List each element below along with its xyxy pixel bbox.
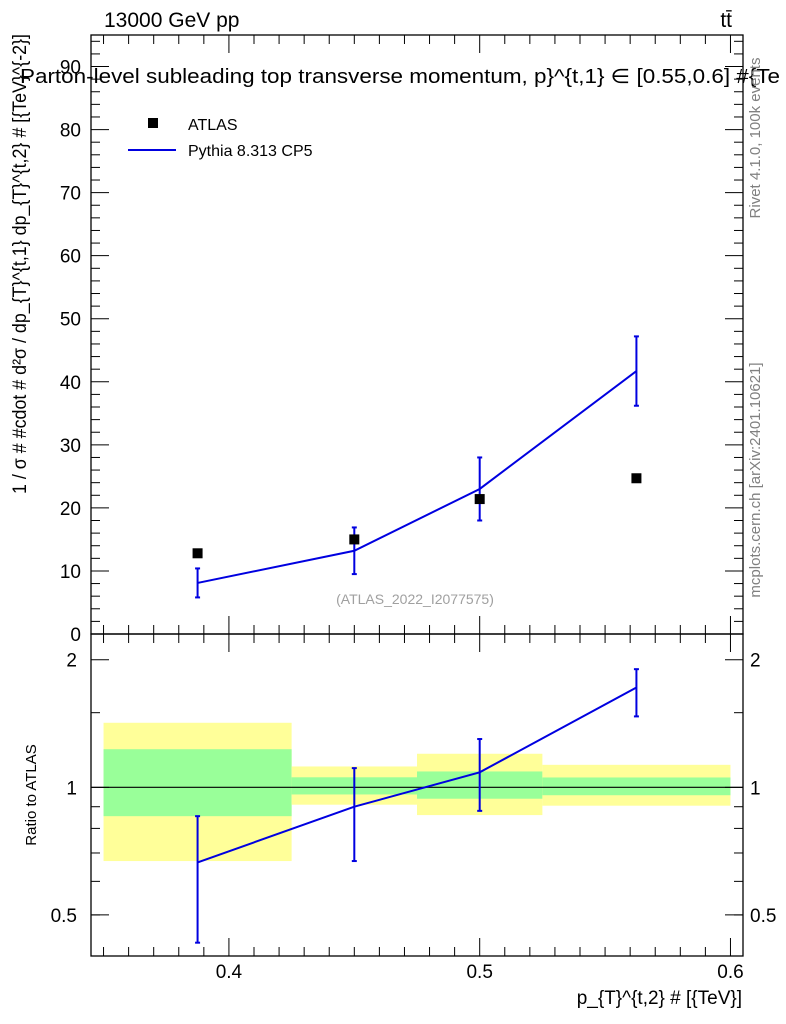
main-y-tick-label-90: 90 [60, 58, 81, 79]
legend: ATLAS Pythia 8.313 CP5 [128, 117, 313, 160]
ratio-panel-frame [90, 633, 744, 957]
x-tick-label-0.5: 0.5 [466, 962, 492, 983]
ratio-y-tick-label-right-0.5: 0.5 [750, 906, 776, 927]
ratio-y-tick-label-right-1: 1 [750, 778, 761, 799]
main-y-axis-title: 1 / σ # #cdot # d²σ / dp_{T}^{t,1} dp_{T… [10, 34, 31, 494]
ratio-y-tick-label-left-0.5: 0.5 [51, 906, 77, 927]
ratio-y-tick-label-left-2: 2 [66, 651, 77, 672]
atlas-data-point-1 [349, 534, 360, 545]
main-y-tick-label-50: 50 [60, 310, 81, 331]
ratio-y-axis-title: Ratio to ATLAS [23, 744, 40, 845]
mcplots-reference-label: mcplots.cern.ch [arXiv:2401.10621] [747, 362, 764, 597]
legend-atlas-label: ATLAS [188, 117, 238, 134]
main-y-tick-label-10: 10 [60, 562, 81, 583]
rivet-version-label: Rivet 4.1.0, 100k events [747, 58, 764, 219]
axis-tick-labels: 0 10 20 30 40 50 60 70 80 90 0.4 0.5 0.6 0.5 0.5 1 1 2 2 [51, 58, 777, 983]
main-pythia-line [197, 370, 638, 584]
ratio-y-tick-label-left-1: 1 [66, 778, 77, 799]
process-label: tt̄ [720, 9, 732, 32]
atlas-data-point-0 [192, 548, 203, 559]
analysis-watermark: (ATLAS_2022_I2077575) [336, 591, 494, 607]
legend-atlas-marker [148, 118, 158, 128]
atlas-data-point-3 [631, 473, 642, 484]
main-y-tick-label-40: 40 [60, 373, 81, 394]
atlas-data-point-2 [474, 494, 485, 505]
x-axis-title: p_{T}^{t,2} # [{TeV}] [577, 988, 742, 1009]
legend-pythia-label: Pythia 8.313 CP5 [188, 143, 313, 160]
main-y-tick-label-30: 30 [60, 436, 81, 457]
main-y-tick-label-70: 70 [60, 184, 81, 205]
ratio-pythia-series [195, 668, 639, 944]
main-y-tick-label-0: 0 [70, 625, 81, 646]
x-tick-label-0.6: 0.6 [717, 962, 743, 983]
ratio-y-tick-label-right-2: 2 [750, 651, 761, 672]
ratio-pythia-line [197, 686, 637, 864]
plot-title: Parton-level subleading top transverse m… [20, 66, 780, 88]
main-y-tick-label-20: 20 [60, 499, 81, 520]
energy-label: 13000 GeV pp [104, 9, 239, 32]
ratio-band-green-3 [542, 777, 731, 796]
main-y-tick-label-60: 60 [60, 247, 81, 268]
main-atlas-series [192, 473, 642, 559]
main-y-tick-label-80: 80 [60, 121, 81, 142]
axis-ticks [91, 35, 743, 956]
main-pythia-series [195, 335, 639, 599]
x-tick-label-0.4: 0.4 [216, 962, 243, 983]
ratio-band-green-0 [103, 749, 292, 817]
